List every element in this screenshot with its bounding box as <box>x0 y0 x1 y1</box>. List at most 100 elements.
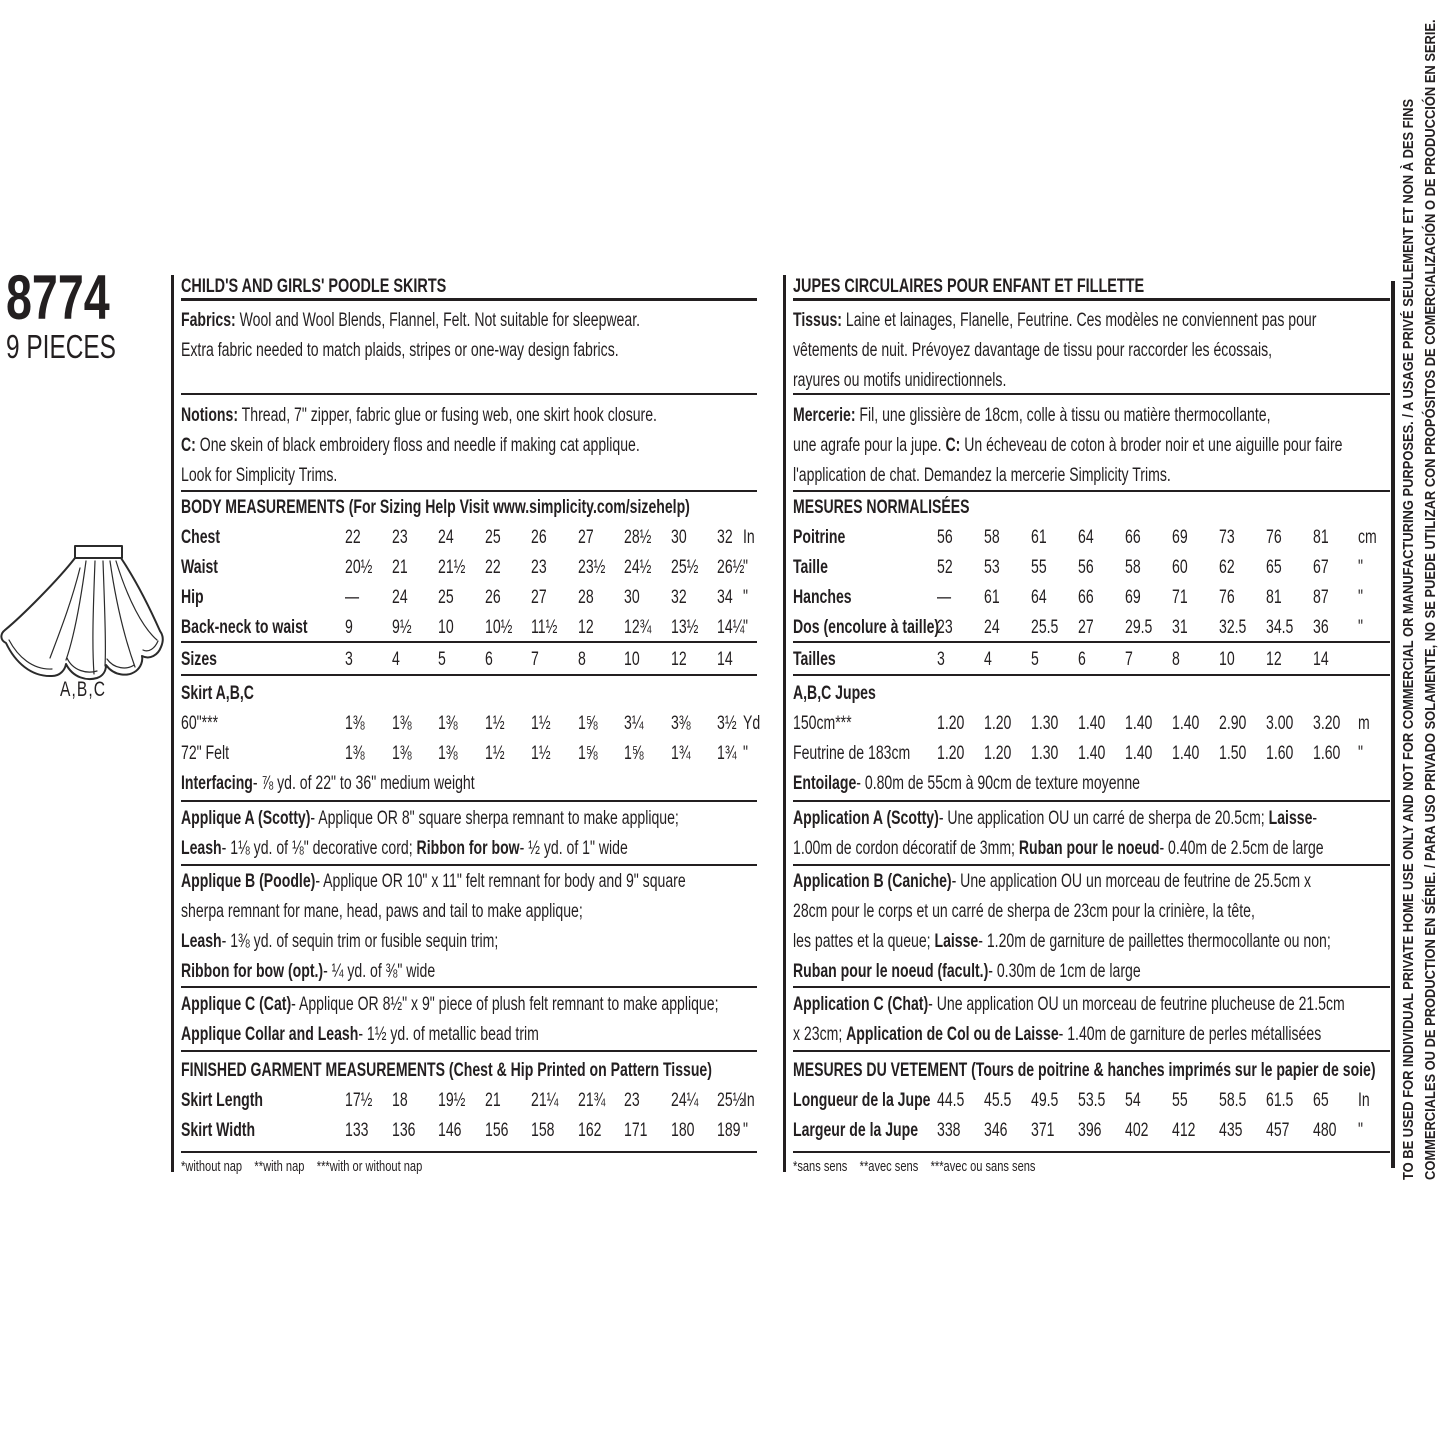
text-line: Extra fabric needed to match plaids, str… <box>181 336 757 366</box>
row-value: 58.5 <box>1219 1090 1247 1111</box>
table-row: Taille 52 53 55 56 58 60 62 65 67 " <box>793 553 1390 583</box>
row-value: 1.60 <box>1266 743 1294 764</box>
skirt-fold-lines <box>49 560 158 675</box>
row-value: 58 <box>984 527 1000 548</box>
row-label: Chest <box>181 527 221 548</box>
row-value: 61 <box>984 587 1000 608</box>
row-value: 1.60 <box>1313 743 1341 764</box>
text-line-content: Applique Collar and Leash- 1½ yd. of met… <box>181 1024 539 1045</box>
row-value: 12 <box>577 617 594 638</box>
row-value: 26½ <box>717 557 745 578</box>
row-value: 402 <box>1125 1120 1149 1141</box>
text-line-content: Ruban pour le noeud (facult.)- 0.30m de … <box>793 961 1141 982</box>
text-line: Mercerie: Fil, une glissière de 18cm, co… <box>793 401 1390 431</box>
row-value: 10½ <box>484 617 512 638</box>
entoilage-line-fr: Entoilage- 0.80m de 55cm à 90cm de textu… <box>793 773 1140 794</box>
legal-notice: TO BE USED FOR INDIVIDUAL PRIVATE HOME U… <box>1398 19 1444 1180</box>
text-line-content: sherpa remnant for mane, head, paws and … <box>181 901 583 922</box>
interfacing-line-en: Interfacing- ⅞ yd. of 22" to 36" medium … <box>181 773 475 794</box>
finished-table-en: Skirt Length 17½ 18 19½ 21 21¼ 21¾ 23 24¼ 25½ In Sk… <box>181 1086 757 1146</box>
row-value: 56 <box>1078 557 1094 578</box>
row-value: 338 <box>937 1120 961 1141</box>
row-value: 19½ <box>438 1090 466 1111</box>
mesures-header-fr: MESURES NORMALISÉES <box>793 497 970 518</box>
row-value: 1.40 <box>1172 743 1200 764</box>
text-line-content: Application A (Scotty)- Une application … <box>793 808 1318 829</box>
row-value: 162 <box>577 1120 601 1141</box>
row-value: 87 <box>1313 587 1329 608</box>
row-value: 435 <box>1219 1120 1243 1141</box>
row-label: Taille <box>793 557 828 578</box>
row-value: 171 <box>624 1120 648 1141</box>
row-value: 1½ <box>531 713 551 734</box>
section-tissus-fr: Tissus: Laine et lainages, Flanelle, Feu… <box>793 301 1390 395</box>
text-line-content: les pattes et la queue; Laisse- 1.20m de… <box>793 931 1331 952</box>
section-body-measurements-en: BODY MEASUREMENTS (For Sizing Help Visit… <box>181 492 757 643</box>
row-label: Tailles <box>793 649 836 670</box>
row-value: 1.40 <box>1078 743 1106 764</box>
text-line: Ruban pour le noeud (facult.)- 0.30m de … <box>793 957 1390 987</box>
row-value: 14 <box>1313 649 1329 670</box>
row-label: Waist <box>181 557 218 578</box>
row-value: 480 <box>1313 1120 1337 1141</box>
row-value: 371 <box>1031 1120 1055 1141</box>
row-value: 66 <box>1078 587 1094 608</box>
row-label: Feutrine de 183cm <box>793 743 911 764</box>
row-value: 23 <box>937 617 953 638</box>
text-line-content: Ribbon for bow (opt.)- ¼ yd. of ⅜" wide <box>181 961 436 982</box>
row-value: 1⅝ <box>577 743 598 764</box>
row-value: 56 <box>937 527 953 548</box>
row-value: 45.5 <box>984 1090 1012 1111</box>
footnote-fr: *sans sens **avec sens ***avec ou sans s… <box>793 1158 1036 1175</box>
row-value: 23 <box>531 557 547 578</box>
row-value: 34 <box>717 587 733 608</box>
row-value: 81 <box>1266 587 1282 608</box>
row-value: 1½ <box>531 743 551 764</box>
text-line: l'application de chat. Demandez la merce… <box>793 461 1390 491</box>
text-line-content: x 23cm; Application de Col ou de Laisse-… <box>793 1024 1322 1045</box>
text-line-content: 28cm pour le corps et un carré de sherpa… <box>793 901 1255 922</box>
row-value: 1⅜ <box>345 713 365 734</box>
row-unit: " <box>743 587 748 608</box>
section-applique-b-en: Applique B (Poodle)- Applique OR 10" x 1… <box>181 866 757 988</box>
row-value: 1.40 <box>1172 713 1200 734</box>
table-row: Skirt Length 17½ 18 19½ 21 21¼ 21¾ 23 24¼ 25½ In <box>181 1086 757 1116</box>
row-value: 27 <box>577 527 594 548</box>
row-value: 30 <box>624 587 640 608</box>
row-value: 412 <box>1172 1120 1196 1141</box>
text-line: Tissus: Laine et lainages, Flanelle, Feu… <box>793 306 1390 336</box>
row-unit: " <box>1358 743 1363 764</box>
row-label: Skirt Width <box>181 1120 256 1141</box>
body-measurements-table-en: Chest 22 23 24 25 26 27 28½ 30 32 In Waist 20½ 21 21½ 2… <box>181 523 757 643</box>
row-value: 76 <box>1266 527 1282 548</box>
row-unit: In <box>743 527 755 548</box>
row-value: 7 <box>531 649 539 670</box>
legal-notice-rotated: TO BE USED FOR INDIVIDUAL PRIVATE HOME U… <box>1398 19 1444 1180</box>
skirt-body <box>0 557 164 681</box>
table-row: Dos (encolure à taille) 23 24 25.5 27 29.5 31 3… <box>793 613 1390 643</box>
text-line-content: Notions: Thread, 7" zipper, fabric glue … <box>181 405 657 426</box>
views-label: A,B,C <box>60 678 107 701</box>
text-line: Ribbon for bow (opt.)- ¼ yd. of ⅜" wide <box>181 957 757 987</box>
row-value: 1⅝ <box>577 713 598 734</box>
row-value: 64 <box>1031 587 1047 608</box>
section-application-c-fr: Application C (Chat)- Une application OU… <box>793 988 1390 1052</box>
row-unit: " <box>743 617 748 638</box>
footnote-en: *without nap **with nap ***with or witho… <box>181 1158 423 1175</box>
row-value: 34.5 <box>1266 617 1294 638</box>
row-value: 3½ <box>717 713 737 734</box>
row-label: Hanches <box>793 587 852 608</box>
row-value: 30 <box>670 527 687 548</box>
row-value: 60 <box>1172 557 1188 578</box>
row-label: Longueur de la Jupe <box>793 1090 931 1111</box>
text-line: les pattes et la queue; Laisse- 1.20m de… <box>793 927 1390 957</box>
row-value: 1.40 <box>1125 713 1153 734</box>
text-line: Applique Collar and Leash- 1½ yd. of met… <box>181 1020 757 1050</box>
row-value: 158 <box>531 1120 555 1141</box>
row-value: 1⅜ <box>438 713 458 734</box>
text-line: x 23cm; Application de Col ou de Laisse-… <box>793 1020 1390 1050</box>
row-value: 9 <box>345 617 353 638</box>
section-mercerie-fr: Mercerie: Fil, une glissière de 18cm, co… <box>793 395 1390 492</box>
row-value: 180 <box>670 1120 694 1141</box>
